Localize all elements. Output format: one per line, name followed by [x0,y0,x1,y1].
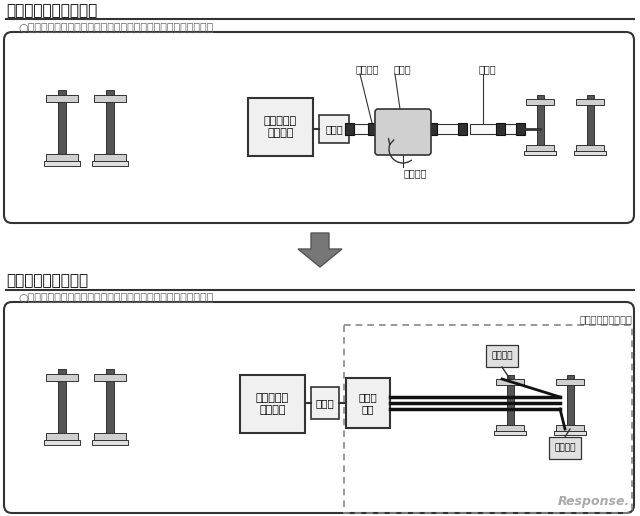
Bar [367,123,376,135]
Bar [344,123,353,135]
Bar [94,374,126,381]
Text: モーター: モーター [492,351,513,361]
Bar [586,105,593,145]
FancyBboxPatch shape [4,302,634,513]
Text: ［新型車両］電気式: ［新型車両］電気式 [6,273,88,288]
Bar [46,433,78,440]
Bar [92,161,128,166]
Bar [94,95,126,102]
Bar [556,379,584,385]
Bar [311,387,339,419]
Bar [574,151,606,155]
Bar [526,99,554,105]
Bar [556,425,584,431]
Bar [554,431,586,435]
Bar [106,369,114,374]
Text: モーター: モーター [554,443,576,453]
Text: 主変換
装置: 主変換 装置 [358,392,378,414]
Bar [586,95,593,99]
Text: 自在継手: 自在継手 [403,168,427,178]
Bar [58,369,66,374]
Bar [486,345,518,367]
Bar [504,124,520,134]
Bar [46,154,78,161]
Bar [319,115,349,143]
Text: ディーゼル
エンジン: ディーゼル エンジン [256,393,289,415]
Bar [92,440,128,445]
Bar [46,374,78,381]
Bar [432,124,462,134]
Text: 推進軸: 推進軸 [478,64,496,74]
Bar [106,102,114,154]
Bar [428,123,436,135]
Bar [458,123,467,135]
Bar [536,105,543,145]
Text: ○エンジンの動力を変速機と推進軸で直接伝達して走行します。: ○エンジンの動力を変速機と推進軸で直接伝達して走行します。 [18,23,213,33]
Bar [470,124,500,134]
Bar [524,151,556,155]
Bar [349,124,372,134]
FancyBboxPatch shape [4,32,634,223]
Bar [248,98,313,156]
Bar [44,161,80,166]
Bar [506,385,513,425]
Text: 推進軸: 推進軸 [393,64,411,74]
Bar [576,145,604,151]
Text: 発電機: 発電機 [316,398,334,408]
Bar [494,431,526,435]
Bar [94,154,126,161]
Bar [536,95,543,99]
Bar [58,90,66,95]
Bar [106,381,114,433]
Bar [506,375,513,379]
FancyBboxPatch shape [375,109,431,155]
Text: 電車と同じシステム: 電車と同じシステム [579,314,632,324]
Bar [515,123,525,135]
Bar [566,385,573,425]
Polygon shape [298,233,342,267]
Bar [526,145,554,151]
Bar [566,375,573,379]
Bar [549,437,581,459]
Bar [240,375,305,433]
Bar [495,123,504,135]
Text: 変速機: 変速機 [325,124,343,134]
Bar [94,433,126,440]
Text: ［従来車両］変速機式: ［従来車両］変速機式 [6,3,97,18]
Bar [58,381,66,433]
Bar [344,325,632,513]
Text: Response.: Response. [557,495,630,508]
Text: ディーゼル
エンジン: ディーゼル エンジン [264,116,297,138]
Text: ○エンジンの動力で発電した電力によりモーターで走行します。: ○エンジンの動力で発電した電力によりモーターで走行します。 [18,293,213,303]
Bar [46,95,78,102]
Bar [496,379,524,385]
Text: 自在継手: 自在継手 [355,64,379,74]
Bar [58,102,66,154]
Bar [576,99,604,105]
Bar [496,425,524,431]
Bar [106,90,114,95]
Bar [44,440,80,445]
Bar [346,378,390,428]
